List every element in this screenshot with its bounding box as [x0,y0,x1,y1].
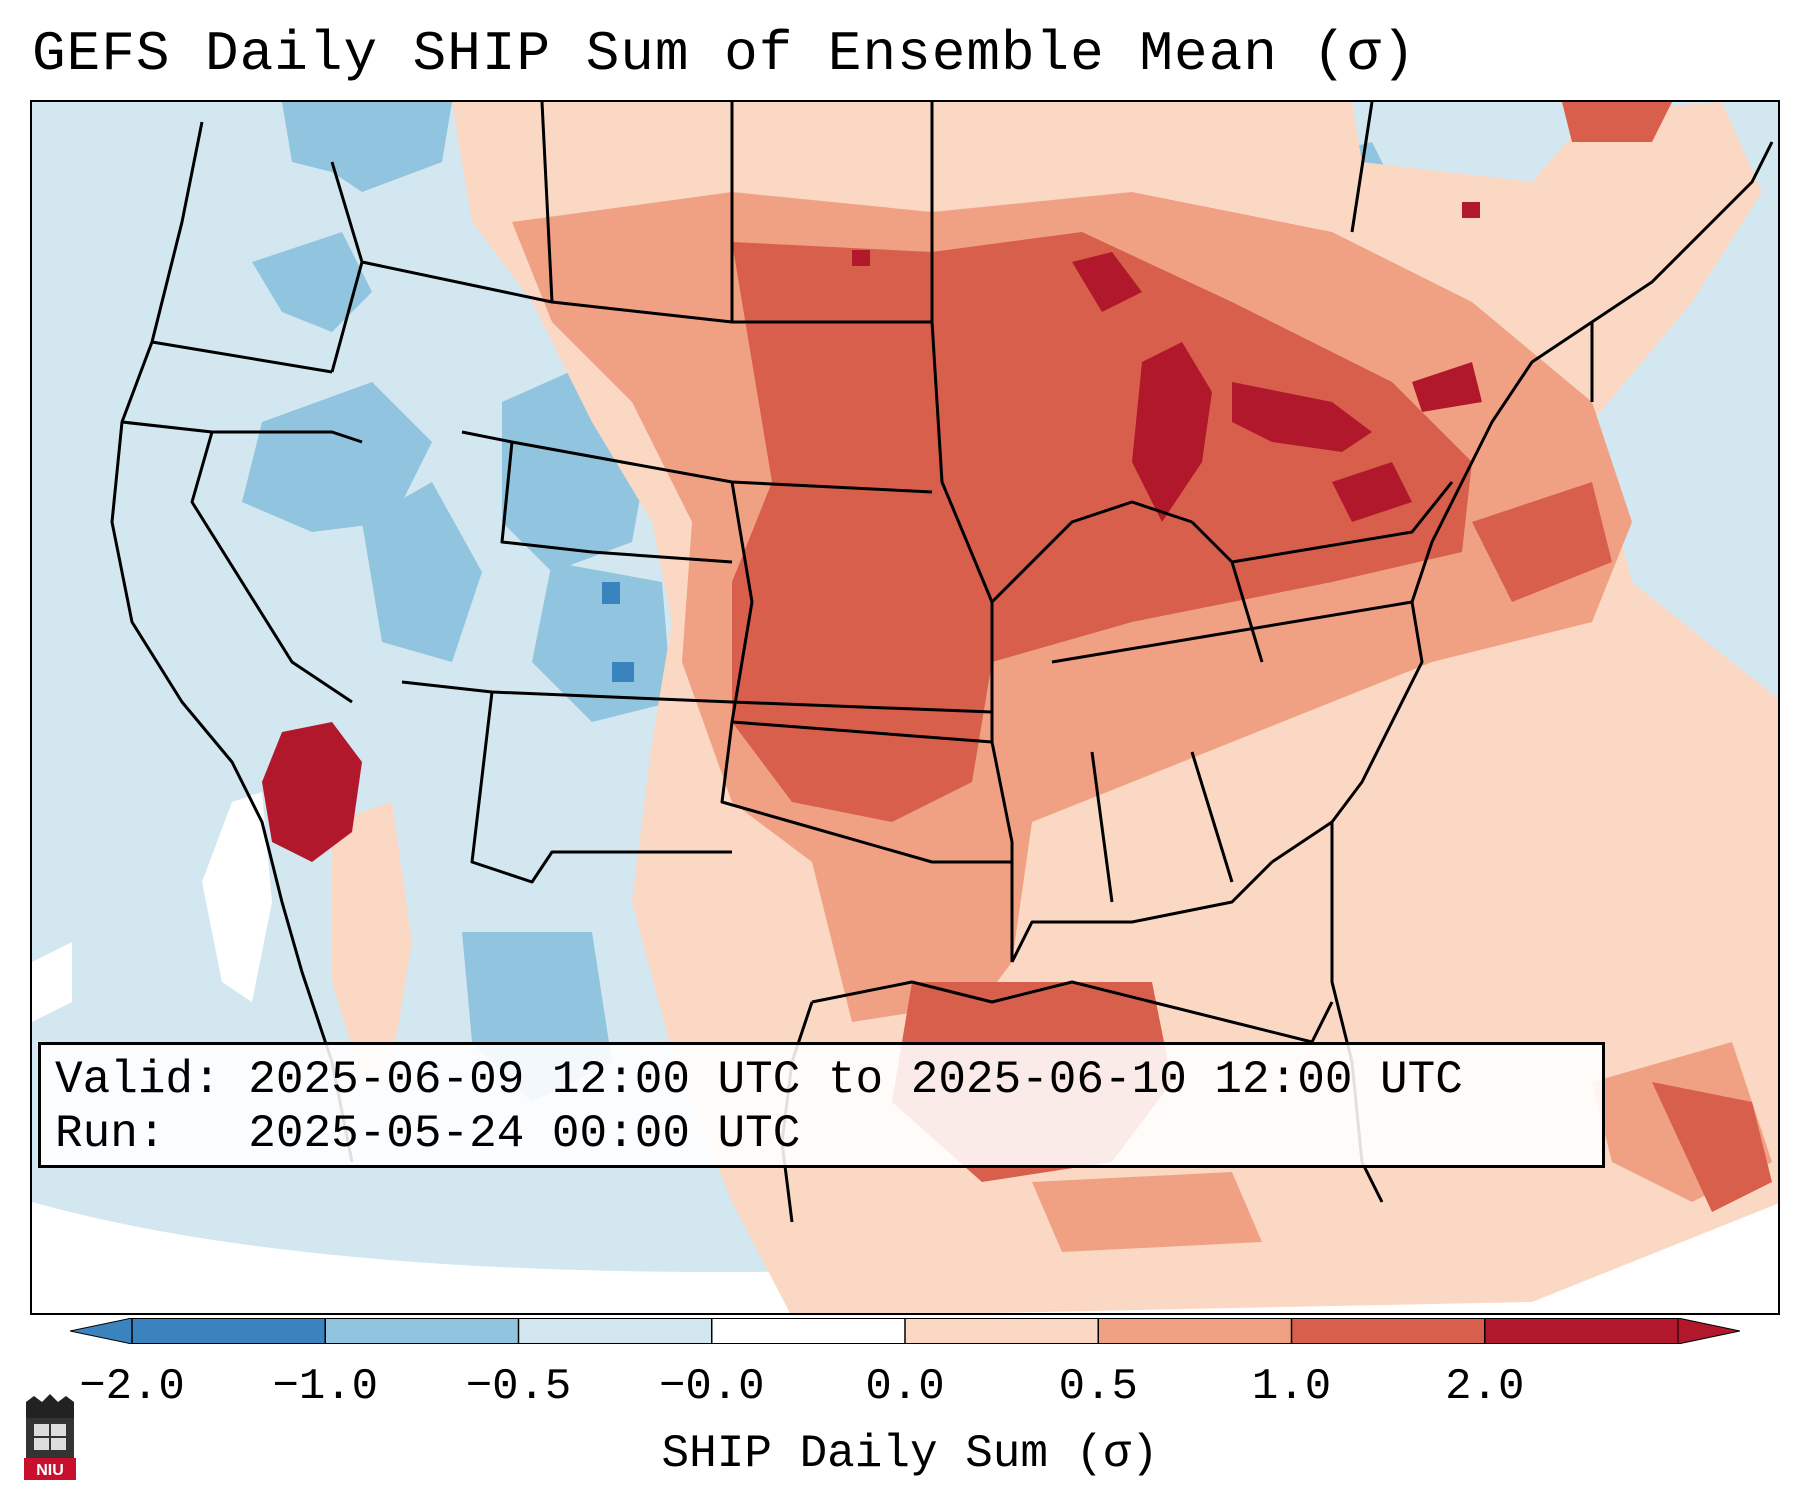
colorbar-segment [325,1318,519,1344]
colorbar-extend-max [1677,1318,1740,1344]
colorbar-tick-label: 2.0 [1445,1362,1525,1412]
colorbar-segment [1484,1318,1679,1344]
colorbar-segment [132,1318,326,1344]
run-value: 2025-05-24 00:00 UTC [248,1108,801,1160]
valid-label: Valid: [55,1054,221,1106]
validity-info-box: Valid: 2025-06-09 12:00 UTC to 2025-06-1… [38,1042,1605,1168]
run-label: Run: [55,1108,166,1160]
colorbar-segment [1098,1318,1292,1344]
max-positive-regions [262,202,1482,862]
colorbar-segment [711,1318,906,1344]
colorbar-tick-label: −0.5 [465,1362,572,1412]
coastline-and-boundaries [110,102,1774,1223]
colorbar-tick-label: 1.0 [1251,1362,1332,1412]
strong-negative-spots [602,582,634,682]
colorbar-tick-label: 0.0 [865,1362,945,1412]
logo-text: NIU [36,1462,64,1479]
colorbar-tick-label: −0.0 [658,1362,765,1412]
colorbar-segment [1291,1318,1486,1344]
valid-value: 2025-06-09 12:00 UTC to 2025-06-10 12:00… [248,1054,1463,1106]
colorbar-label: SHIP Daily Sum (σ) [661,1428,1159,1480]
niu-logo: NIU [24,1394,76,1480]
colorbar-extend-min [70,1318,133,1344]
colorbar-tick-label: 0.5 [1058,1362,1138,1412]
colorbar-tick-label: −2.0 [79,1362,185,1412]
colorbar [70,1318,1740,1344]
colorbar-segment [905,1318,1099,1344]
colorbar-tick-label: −1.0 [272,1362,379,1412]
colorbar-segment [518,1318,713,1344]
figure-title: GEFS Daily SHIP Sum of Ensemble Mean (σ) [32,22,1417,86]
